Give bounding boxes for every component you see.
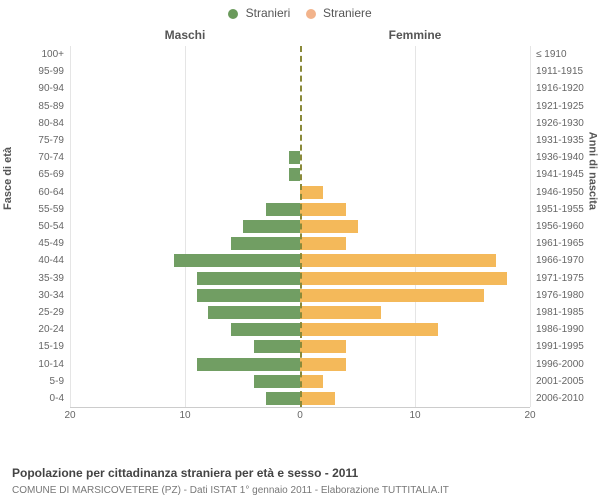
birth-year-label: 1971-1975	[536, 270, 584, 287]
bar-female	[300, 272, 507, 285]
x-tick-label: 20	[524, 410, 535, 421]
birth-year-label: 1936-1940	[536, 149, 584, 166]
age-label: 40-44	[38, 252, 64, 269]
age-label: 5-9	[50, 373, 64, 390]
bar-male	[289, 151, 301, 164]
y-axis-title-left: Fasce di età	[2, 147, 14, 210]
y-axis-title-right: Anni di nascita	[586, 132, 598, 210]
bar-female	[300, 340, 346, 353]
birth-year-label: 1921-1925	[536, 98, 584, 115]
age-label: 25-29	[38, 304, 64, 321]
gridline	[530, 46, 531, 407]
birth-year-label: 1931-1935	[536, 132, 584, 149]
x-tick-label: 20	[64, 410, 75, 421]
bar-female	[300, 254, 496, 267]
chart-container: Stranieri Straniere Fasce di età Anni di…	[0, 0, 600, 500]
bar-female	[300, 323, 438, 336]
bar-male	[289, 168, 301, 181]
age-label: 35-39	[38, 270, 64, 287]
age-label: 100+	[41, 46, 64, 63]
x-axis-ticks: 201001020	[70, 410, 530, 424]
bar-male	[231, 323, 300, 336]
birth-year-label: 1946-1950	[536, 184, 584, 201]
birth-year-label: 1976-1980	[536, 287, 584, 304]
bar-male	[174, 254, 301, 267]
bar-female	[300, 375, 323, 388]
birth-year-label: 1941-1945	[536, 166, 584, 183]
birth-year-label: 1991-1995	[536, 338, 584, 355]
bar-male	[197, 358, 301, 371]
x-tick-label: 10	[179, 410, 190, 421]
legend-label-female: Straniere	[323, 6, 372, 20]
x-tick-label: 10	[409, 410, 420, 421]
bar-male	[231, 237, 300, 250]
plot-area: Maschi Femmine 100+≤ 191095-991911-19159…	[70, 28, 530, 428]
age-label: 0-4	[50, 390, 64, 407]
bar-female	[300, 392, 335, 405]
bar-female	[300, 289, 484, 302]
birth-year-label: 1996-2000	[536, 356, 584, 373]
age-label: 85-89	[38, 98, 64, 115]
age-label: 70-74	[38, 149, 64, 166]
birth-year-label: 2001-2005	[536, 373, 584, 390]
chart-title: Popolazione per cittadinanza straniera p…	[12, 466, 588, 480]
age-label: 80-84	[38, 115, 64, 132]
birth-year-label: 1926-1930	[536, 115, 584, 132]
bar-male	[197, 289, 301, 302]
bar-male	[254, 375, 300, 388]
birth-year-label: 1956-1960	[536, 218, 584, 235]
birth-year-label: 1966-1970	[536, 252, 584, 269]
legend-label-male: Stranieri	[246, 6, 291, 20]
age-label: 15-19	[38, 338, 64, 355]
birth-year-label: 1951-1955	[536, 201, 584, 218]
birth-year-label: 1981-1985	[536, 304, 584, 321]
age-label: 75-79	[38, 132, 64, 149]
center-axis-line	[300, 46, 302, 407]
age-label: 90-94	[38, 80, 64, 97]
bar-female	[300, 306, 381, 319]
legend-swatch-female	[306, 9, 316, 19]
bar-female	[300, 203, 346, 216]
chart-source: COMUNE DI MARSICOVETERE (PZ) - Dati ISTA…	[12, 485, 588, 496]
legend: Stranieri Straniere	[0, 6, 600, 20]
age-label: 30-34	[38, 287, 64, 304]
legend-swatch-male	[228, 9, 238, 19]
bar-female	[300, 220, 358, 233]
bar-female	[300, 358, 346, 371]
age-label: 60-64	[38, 184, 64, 201]
column-header-female: Femmine	[300, 28, 530, 42]
birth-year-label: 1986-1990	[536, 321, 584, 338]
legend-item-female: Straniere	[306, 6, 372, 20]
age-label: 50-54	[38, 218, 64, 235]
bar-male	[266, 203, 301, 216]
bar-male	[254, 340, 300, 353]
legend-item-male: Stranieri	[228, 6, 290, 20]
bar-male	[266, 392, 301, 405]
age-label: 55-59	[38, 201, 64, 218]
age-label: 10-14	[38, 356, 64, 373]
column-header-male: Maschi	[70, 28, 300, 42]
birth-year-label: ≤ 1910	[536, 46, 567, 63]
bar-male	[243, 220, 301, 233]
birth-year-label: 1961-1965	[536, 235, 584, 252]
age-label: 45-49	[38, 235, 64, 252]
bar-male	[208, 306, 300, 319]
bar-female	[300, 237, 346, 250]
birth-year-label: 1916-1920	[536, 80, 584, 97]
bar-female	[300, 186, 323, 199]
age-label: 95-99	[38, 63, 64, 80]
birth-year-label: 1911-1915	[536, 63, 583, 80]
x-tick-label: 0	[297, 410, 303, 421]
bar-male	[197, 272, 301, 285]
age-label: 65-69	[38, 166, 64, 183]
age-label: 20-24	[38, 321, 64, 338]
birth-year-label: 2006-2010	[536, 390, 584, 407]
